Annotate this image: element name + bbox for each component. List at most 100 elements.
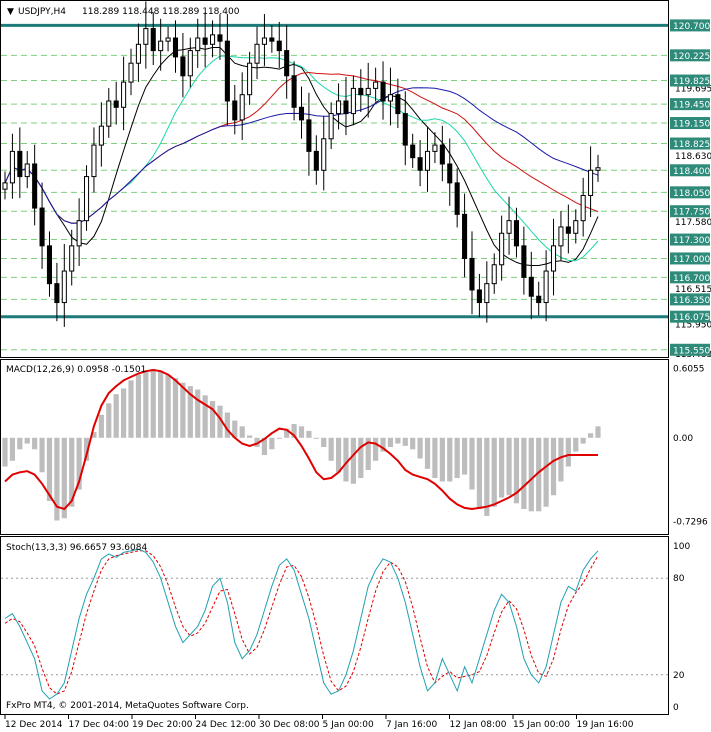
stoch-scale-label: 80 xyxy=(673,574,685,584)
time-axis-label: 30 Dec 08:00 xyxy=(259,720,320,730)
macd-histogram-bar xyxy=(143,371,149,438)
macd-histogram-bar xyxy=(558,437,564,482)
macd-histogram-bar xyxy=(543,437,549,507)
macd-signal-line xyxy=(4,368,598,511)
candle-body xyxy=(217,34,223,42)
macd-histogram-bar xyxy=(39,437,45,473)
time-axis-label: 7 Jan 16:00 xyxy=(386,720,438,730)
candle-body xyxy=(365,87,371,96)
price-tag-background xyxy=(670,49,710,62)
macd-histogram-bar xyxy=(499,437,505,498)
candle-body xyxy=(521,245,527,278)
price-tag-background xyxy=(670,271,710,284)
stoch-signal-line xyxy=(4,550,599,695)
candle-body xyxy=(298,106,305,121)
candle-body xyxy=(313,150,319,171)
macd-histogram-bar xyxy=(447,437,453,482)
stoch-title: Stoch(13,3,3) 96.6657 93.6084 xyxy=(6,543,147,553)
macd-histogram-bar xyxy=(306,430,312,438)
time-axis-label: 19 Jan 16:00 xyxy=(577,720,634,730)
macd-histogram-bar xyxy=(172,378,179,438)
macd-histogram-bar xyxy=(402,437,408,446)
level-label: 116.075 xyxy=(673,313,710,323)
candle-body xyxy=(69,245,75,272)
candle-body xyxy=(395,94,401,115)
candle-body xyxy=(402,113,408,146)
dashed-level-label: 116.350 xyxy=(673,296,710,306)
macd-histogram-bar xyxy=(439,437,445,482)
candle-body xyxy=(224,40,230,102)
stoch-panel xyxy=(0,536,669,715)
macd-histogram-bar xyxy=(350,437,356,484)
candle-body xyxy=(410,144,416,159)
candle-body xyxy=(588,169,594,196)
macd-histogram-bar xyxy=(536,437,542,512)
macd-histogram-bar xyxy=(476,437,482,510)
macd-histogram-bar xyxy=(595,426,601,438)
candle-body xyxy=(462,213,468,259)
candle-body xyxy=(17,150,23,178)
candle-body xyxy=(46,245,53,285)
dashed-level-label: 117.300 xyxy=(673,236,710,246)
candle-body xyxy=(247,62,253,96)
macd-histogram-bar xyxy=(513,437,520,504)
macd-histogram-bar xyxy=(335,437,342,473)
macd-histogram-bar xyxy=(24,437,30,444)
candle-body xyxy=(350,87,356,115)
macd-histogram-bar xyxy=(61,437,67,519)
candle-body xyxy=(328,113,334,140)
macd-histogram-bar xyxy=(454,437,460,479)
candle-body xyxy=(306,119,312,152)
macd-histogram-bar xyxy=(521,437,527,510)
price-tag-background xyxy=(670,293,710,306)
candle-body xyxy=(536,295,542,304)
dashed-level-label: 118.825 xyxy=(673,140,710,150)
candle-body xyxy=(476,289,482,304)
macd-histogram-bar xyxy=(550,437,557,496)
candle-body xyxy=(172,37,179,58)
macd-histogram-bar xyxy=(202,395,208,438)
candle-body xyxy=(83,176,90,222)
stoch-scale-label: 100 xyxy=(673,542,690,552)
level-label: 120.700 xyxy=(673,22,710,32)
candle-body xyxy=(573,220,579,234)
time-axis-label: 12 Jan 08:00 xyxy=(450,720,507,730)
dashed-level-label: 120.225 xyxy=(673,52,710,62)
candle-body xyxy=(321,138,327,171)
candle-body xyxy=(261,37,267,45)
time-axis-label: 24 Dec 12:00 xyxy=(196,720,257,730)
macd-histogram-bar xyxy=(239,426,245,438)
macd-histogram-bar xyxy=(461,437,468,475)
chevron-down-icon[interactable]: ▼ xyxy=(7,7,14,17)
candle-body xyxy=(232,100,238,121)
price-chart xyxy=(1,1,668,351)
macd-histogram-bar xyxy=(365,437,371,470)
candle-body xyxy=(558,226,564,247)
time-axis: 12 Dec 2014 17 Dec 04:00 19 Dec 20:00 24 De… xyxy=(4,715,634,730)
macd-scale-label: 0.00 xyxy=(673,434,693,444)
macd-histogram-bar xyxy=(217,405,223,438)
candle-body xyxy=(54,283,60,304)
candle-body xyxy=(380,81,386,102)
macd-histogram-bar xyxy=(587,433,594,438)
candle-body xyxy=(276,40,282,52)
macd-histogram-bar xyxy=(135,374,142,438)
candle-body xyxy=(439,144,445,165)
stoch-main-line xyxy=(4,548,599,700)
candle-body xyxy=(484,283,490,304)
price-tag-background xyxy=(670,186,710,199)
candle-body xyxy=(61,270,67,304)
macd-histogram-bar xyxy=(247,435,253,438)
dashed-level-label: 117.750 xyxy=(673,208,710,218)
dashed-level-label: 117.000 xyxy=(673,255,710,265)
price-tag-background xyxy=(670,233,710,246)
macd-histogram-bar xyxy=(424,437,431,469)
macd-histogram-bar xyxy=(98,414,104,438)
macd-histogram-bar xyxy=(121,388,127,438)
price-scale-label: 117.580 xyxy=(675,218,711,228)
macd-histogram-bar xyxy=(232,420,238,438)
stoch-scale-label: 20 xyxy=(673,671,685,681)
candle-body xyxy=(202,37,208,45)
candle-body xyxy=(506,220,512,234)
